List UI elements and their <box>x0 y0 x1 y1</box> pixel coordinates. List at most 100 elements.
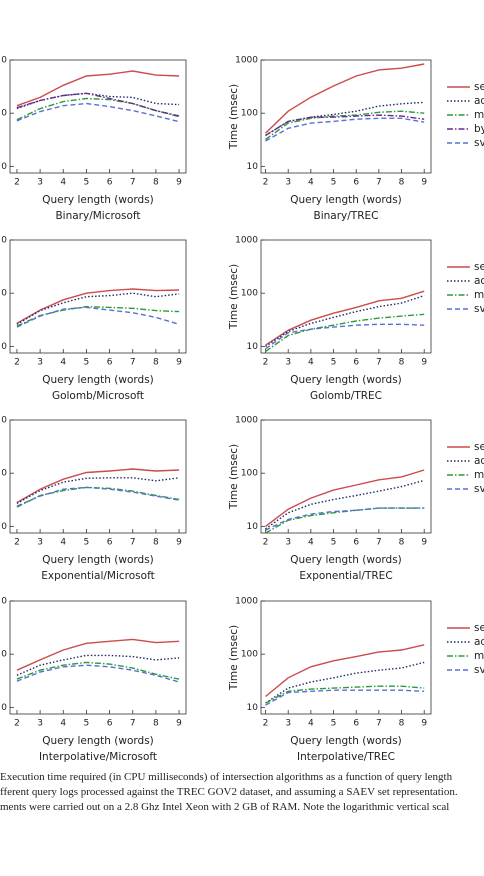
series-line <box>265 110 425 141</box>
legend-label: sv <box>474 664 484 676</box>
x-tick-label: 5 <box>84 178 90 188</box>
x-axis-label: Query length (words) <box>290 735 402 747</box>
y-tick-label: 100 <box>241 650 258 660</box>
legend-label: sv <box>474 483 484 495</box>
series-line <box>265 661 425 704</box>
x-tick-label: 3 <box>285 358 291 368</box>
x-tick-label: 4 <box>60 358 66 368</box>
x-tick-label: 9 <box>176 719 182 729</box>
x-tick-label: 7 <box>130 358 136 368</box>
series-line <box>16 292 180 325</box>
x-tick-label: 4 <box>60 719 66 729</box>
series-line <box>265 644 425 698</box>
y-tick-label: 100 <box>241 289 258 299</box>
y-tick-label: 1000 <box>235 236 258 246</box>
y-tick-label: 0 <box>1 236 7 246</box>
x-tick-label: 6 <box>353 178 359 188</box>
chart-title: Golomb/TREC <box>310 390 382 402</box>
x-tick-label: 9 <box>421 358 427 368</box>
x-tick-label: 6 <box>107 358 113 368</box>
plot-frame <box>9 419 187 534</box>
y-tick-label: 0 <box>1 703 7 713</box>
series-line <box>16 664 180 683</box>
y-tick-label: 10 <box>247 162 259 172</box>
x-tick-label: 2 <box>14 719 20 729</box>
x-axis-label: Query length (words) <box>42 554 154 566</box>
series-line <box>265 313 425 353</box>
y-tick-label: 10 <box>247 703 259 713</box>
series-line <box>16 306 180 328</box>
caption-line: ments were carried out on a 2.8 Ghz Inte… <box>0 801 449 813</box>
legend-label: m <box>474 109 484 121</box>
series-line <box>265 685 425 704</box>
legend-label: se <box>474 261 484 273</box>
y-tick-label: 0 <box>1 342 7 352</box>
legend-label: ad <box>474 275 484 287</box>
series-line <box>16 654 180 676</box>
series-line <box>16 477 180 505</box>
plot-frame <box>9 239 187 354</box>
x-tick-label: 7 <box>130 178 136 188</box>
series-line <box>16 468 180 504</box>
x-axis-label: Query length (words) <box>290 374 402 386</box>
x-tick-label: 6 <box>353 358 359 368</box>
x-tick-label: 3 <box>285 178 291 188</box>
series-line <box>16 97 180 121</box>
y-tick-label: 0 <box>1 416 7 426</box>
x-tick-label: 2 <box>263 178 269 188</box>
x-tick-label: 7 <box>376 358 382 368</box>
y-axis-label: Time (msec) <box>228 264 240 330</box>
x-tick-label: 5 <box>84 538 90 548</box>
x-tick-label: 9 <box>421 538 427 548</box>
x-tick-label: 6 <box>107 719 113 729</box>
series-line <box>16 638 180 671</box>
legend-label: sv <box>474 137 484 149</box>
y-tick-label: 10 <box>247 342 259 352</box>
x-tick-label: 8 <box>153 178 159 188</box>
x-tick-label: 5 <box>331 719 337 729</box>
x-tick-label: 6 <box>353 538 359 548</box>
x-tick-label: 7 <box>130 719 136 729</box>
x-axis-label: Query length (words) <box>42 374 154 386</box>
y-tick-label: 0 <box>1 109 7 119</box>
x-tick-label: 2 <box>263 538 269 548</box>
y-axis-label: Time (msec) <box>228 84 240 150</box>
x-tick-label: 3 <box>37 719 43 729</box>
series-line <box>16 486 180 508</box>
series-line <box>265 117 425 142</box>
y-tick-label: 0 <box>1 469 7 479</box>
caption-line: fferent query logs processed against the… <box>0 786 458 798</box>
series-line <box>16 486 180 507</box>
x-tick-label: 9 <box>176 358 182 368</box>
series-line <box>265 507 425 531</box>
series-line <box>16 661 180 680</box>
x-tick-label: 7 <box>376 538 382 548</box>
plot-frame <box>9 59 187 174</box>
y-tick-label: 0 <box>1 56 7 66</box>
series-line <box>16 70 180 107</box>
x-axis-label: Query length (words) <box>42 194 154 206</box>
x-tick-label: 5 <box>331 358 337 368</box>
legend-label: se <box>474 441 484 453</box>
plot-frame <box>260 239 432 354</box>
x-tick-label: 3 <box>37 178 43 188</box>
x-tick-label: 8 <box>153 358 159 368</box>
y-axis-label: Time (msec) <box>228 444 240 510</box>
legend-label: se <box>474 81 484 93</box>
x-tick-label: 4 <box>308 719 314 729</box>
x-tick-label: 2 <box>14 358 20 368</box>
x-tick-label: 4 <box>60 178 66 188</box>
x-tick-label: 8 <box>399 719 405 729</box>
chart-title: Interpolative/TREC <box>297 751 395 763</box>
legend-label: m <box>474 289 484 301</box>
x-tick-label: 4 <box>60 538 66 548</box>
x-tick-label: 4 <box>308 358 314 368</box>
chart-title: Exponential/Microsoft <box>41 570 154 582</box>
x-tick-label: 3 <box>285 719 291 729</box>
x-tick-label: 5 <box>84 719 90 729</box>
x-tick-label: 8 <box>153 538 159 548</box>
legend-label: by <box>474 123 484 135</box>
x-tick-label: 5 <box>331 178 337 188</box>
series-line <box>265 290 425 346</box>
